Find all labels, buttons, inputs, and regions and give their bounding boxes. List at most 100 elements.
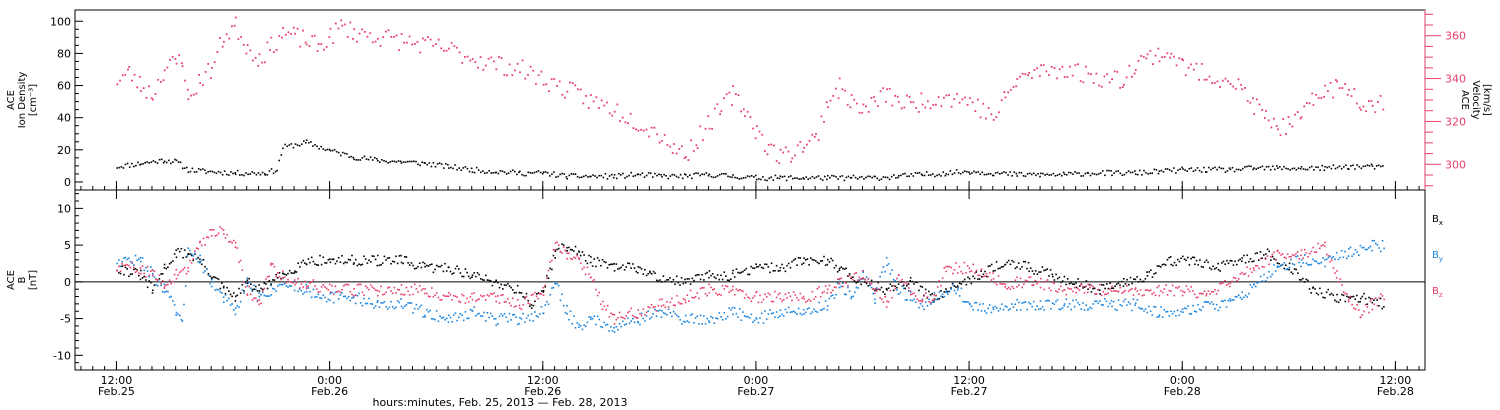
bx-series-point — [1169, 256, 1172, 258]
bx-series-point — [1197, 264, 1199, 266]
bz-series-point — [745, 293, 748, 296]
bx-series-point — [1043, 269, 1045, 272]
by-series-point — [332, 301, 335, 304]
density-series-point — [417, 163, 419, 166]
density-series-point — [381, 159, 383, 161]
bz-series-point — [364, 285, 367, 287]
density-series-point — [333, 148, 336, 151]
bz-series-point — [1104, 293, 1106, 296]
bx-series-point — [904, 287, 906, 290]
density-series-point — [596, 176, 598, 179]
density-series-point — [1123, 173, 1126, 176]
by-series-point — [473, 306, 475, 308]
bz-series-point — [1092, 285, 1095, 288]
by-series-point — [770, 312, 773, 315]
bx-series-point — [591, 265, 594, 267]
bz-series-point — [753, 295, 756, 297]
velocity-series-point — [873, 96, 875, 98]
density-series-point — [624, 177, 626, 179]
by-series-point — [448, 314, 450, 317]
by-series-point — [515, 316, 517, 318]
density-series-point — [652, 176, 654, 178]
density-series-point — [421, 161, 423, 163]
bx-series-point — [956, 285, 959, 287]
bz-series-point — [762, 298, 765, 301]
by-series-point — [255, 288, 257, 291]
bx-series-point — [809, 257, 812, 259]
velocity-series-point — [948, 94, 950, 96]
by-series-point — [189, 249, 191, 252]
density-series-point — [1380, 165, 1382, 168]
by-series-point — [996, 307, 998, 309]
bx-series-point — [554, 250, 557, 253]
bz-series-point — [283, 276, 286, 278]
bx-series-point — [1166, 258, 1169, 261]
bx-series-point — [126, 268, 128, 270]
density-series-point — [226, 173, 228, 176]
by-series-point — [223, 301, 225, 303]
density-series-point — [1062, 171, 1065, 174]
bz-series-point — [540, 293, 543, 295]
bz-series-point — [671, 297, 673, 300]
density-series-point — [1139, 169, 1141, 172]
by-series-point — [637, 320, 639, 323]
density-series-point — [247, 173, 249, 176]
bx-series-point — [680, 277, 683, 279]
velocity-series-point — [328, 36, 331, 38]
bx-series-point — [1079, 285, 1081, 287]
by-series-point — [480, 315, 482, 317]
density-series-point — [1184, 169, 1186, 171]
density-series-point — [305, 139, 308, 141]
bx-series-point — [386, 257, 389, 259]
by-series-point — [1046, 299, 1049, 302]
bz-series-point — [898, 274, 900, 276]
by-series-point — [694, 317, 697, 319]
bz-series-point — [212, 229, 215, 231]
density-series-point — [1164, 168, 1167, 170]
bz-series-point — [118, 265, 120, 268]
velocity-series-point — [977, 98, 979, 101]
by-series-point — [1320, 261, 1323, 264]
bx-series-point — [219, 287, 222, 290]
bz-series-point — [816, 288, 819, 290]
velocity-series-point — [908, 96, 911, 98]
bx-series-point — [161, 273, 164, 275]
velocity-series-point — [294, 32, 296, 35]
bx-series-point — [1371, 301, 1374, 304]
bz-series-point — [615, 318, 618, 321]
bx-series-point — [909, 277, 912, 279]
density-series-point — [589, 175, 591, 178]
density-series-point — [1263, 168, 1266, 171]
density-series-point — [1160, 169, 1163, 172]
bz-series-point — [547, 269, 550, 272]
by-series-point — [1304, 254, 1306, 256]
bz-series-point — [853, 272, 856, 275]
bx-series-point — [522, 296, 524, 298]
bz-series-point — [996, 283, 998, 286]
density-series-point — [755, 178, 758, 181]
by-series-point — [620, 325, 622, 328]
density-series-point — [705, 172, 708, 174]
by-series-point — [622, 320, 624, 323]
density-series-point — [223, 170, 226, 172]
bz-series-point — [1028, 276, 1030, 279]
density-series-point — [1220, 167, 1222, 170]
bz-series-point — [682, 298, 685, 300]
bz-series-point — [940, 284, 942, 287]
by-series-point — [803, 313, 805, 315]
x-tick-time: 12:00 — [953, 374, 985, 387]
density-series-point — [1237, 168, 1240, 171]
bx-series-point — [118, 271, 120, 274]
bz-series-point — [442, 294, 445, 297]
by-series-point — [226, 299, 228, 302]
density-series-point — [1208, 166, 1210, 169]
density-series-point — [230, 171, 232, 173]
bx-series-point — [1244, 261, 1247, 264]
bz-series-point — [1121, 292, 1123, 294]
top-panel-frame — [74, 9, 1426, 191]
bz-series-point — [881, 298, 883, 300]
legend-subscript: x — [1439, 219, 1443, 227]
velocity-series-point — [832, 95, 835, 97]
bz-series-point — [1181, 294, 1184, 297]
by-series-point — [1023, 301, 1025, 304]
